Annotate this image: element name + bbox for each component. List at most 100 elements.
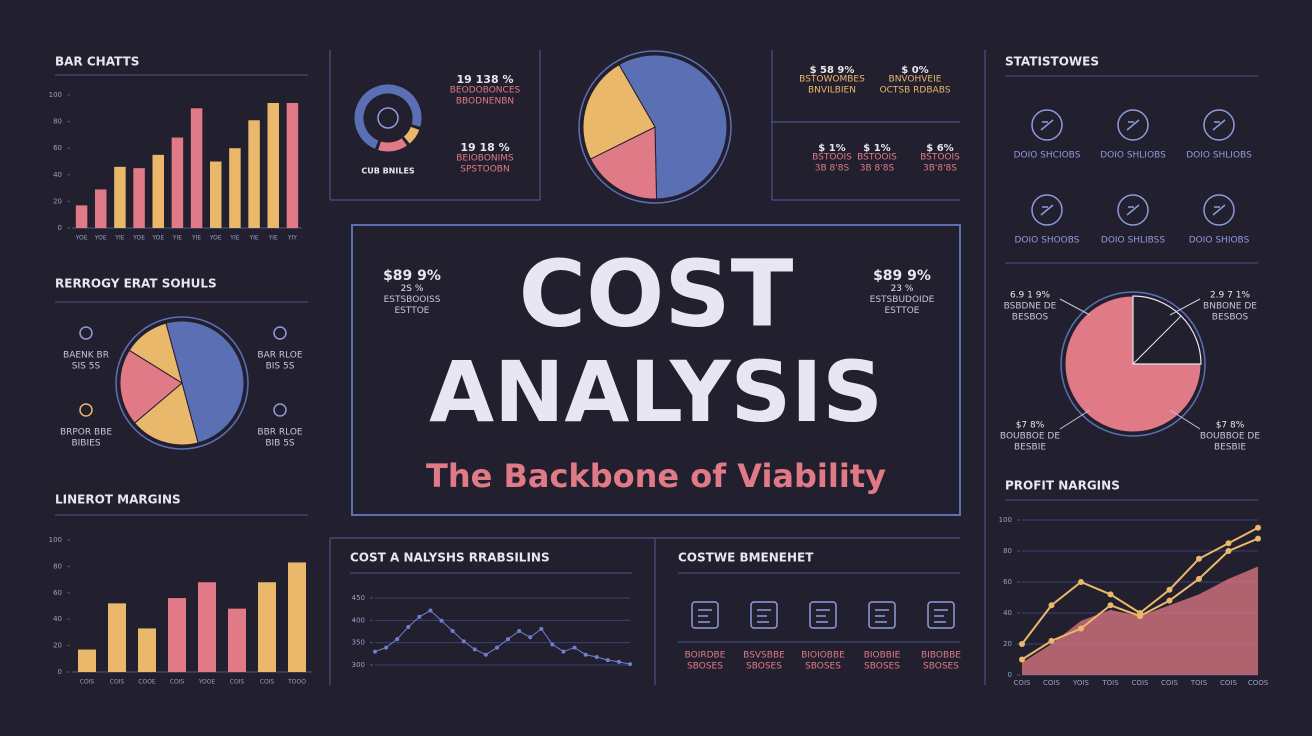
icon [691, 601, 719, 629]
y-tick-label: 60 [1003, 578, 1012, 586]
point [1078, 625, 1084, 632]
x-tick-label: YIE [191, 235, 201, 242]
element-text: BOIRDBE [685, 651, 726, 661]
stat-text: OCTSB RDBABS [880, 86, 951, 96]
point [628, 662, 632, 667]
x-tick-label: TOIS [1101, 679, 1119, 687]
annotation: 2.9 7 1% [1210, 291, 1250, 301]
y-tick-label: 100 [999, 516, 1012, 524]
x-tick-label: COIS [80, 679, 95, 686]
point [1196, 575, 1202, 582]
icon-glyph [816, 609, 830, 623]
element-text: SBOSES [864, 662, 900, 672]
annotation: BNBONE DE [1203, 302, 1257, 312]
x-tick-label: COIS [1014, 679, 1031, 687]
icon [809, 601, 837, 629]
icon-glyph [698, 609, 712, 623]
x-tick-label: COIS [1220, 679, 1237, 687]
point [594, 654, 599, 659]
icon [1203, 109, 1235, 141]
stat-text: BNVILBIEN [808, 86, 856, 96]
x-tick-label: YIE [268, 235, 278, 242]
point [605, 658, 610, 663]
leader [1169, 409, 1201, 430]
point [1225, 540, 1232, 547]
bar [248, 120, 260, 228]
annotation: BESBOS [1212, 313, 1249, 323]
slice [582, 63, 656, 160]
stat-text: DOIO SHLIOBS [1186, 151, 1252, 161]
element-text: SBOSES [805, 662, 841, 672]
icon [1031, 109, 1063, 141]
icon-glyph [1212, 119, 1226, 131]
annotation: BSBDNE DE [1004, 302, 1057, 312]
annotation: SIS 5S [72, 362, 101, 372]
x-tick-label: YOE [132, 235, 145, 242]
x-tick-label: TOOO [287, 679, 306, 686]
annotation: $7 8% [1216, 421, 1245, 431]
point [494, 645, 499, 650]
pie-outline [115, 316, 249, 450]
y-tick-label: 80 [53, 562, 62, 570]
icon-glyph [1126, 204, 1140, 216]
stat-text: DOIO SHLIOBS [1100, 151, 1166, 161]
icon-glyph [875, 609, 889, 623]
point [616, 659, 621, 664]
leader [1169, 298, 1201, 316]
icon-glyph [934, 609, 948, 623]
y-tick-label: 100 [49, 91, 62, 99]
stat-value: $89 9% [383, 268, 441, 284]
y-tick-label: 350 [352, 639, 365, 647]
pie-outline [1060, 291, 1206, 437]
point [428, 608, 433, 613]
icon [79, 326, 93, 340]
element-text: BIOIOBBE [801, 651, 845, 661]
icon [868, 601, 896, 629]
x-tick-label: YOIS [1072, 679, 1089, 687]
stat-text: 23 % [891, 284, 914, 294]
slice [133, 382, 199, 446]
x-tick-label: COIS [170, 679, 185, 686]
y-tick-label: 40 [1003, 609, 1012, 617]
x-tick-label: YIY [287, 235, 297, 242]
point [506, 637, 511, 642]
stat-value: 19 18 % [460, 141, 509, 154]
slice-diagonal [1132, 315, 1182, 365]
y-tick-label: 0 [58, 224, 62, 232]
point [561, 649, 566, 654]
icon [273, 326, 287, 340]
stat-value: $89 9% [873, 268, 931, 284]
chart-title: RERROGY ERAT SOHULS [55, 277, 217, 291]
point [1137, 613, 1143, 620]
y-tick-label: 0 [58, 668, 62, 676]
leader [1059, 409, 1091, 430]
point [1019, 641, 1025, 647]
bar [133, 168, 145, 228]
chart-title: PROFIT NARGINS [1005, 479, 1120, 493]
stat-text: BSTOOIS [857, 153, 897, 163]
element-text: SBOSES [746, 662, 782, 672]
icon [1031, 194, 1063, 226]
icon [1117, 194, 1149, 226]
x-tick-label: YOE [75, 235, 88, 242]
annotation: 6.9 1 9% [1010, 291, 1050, 301]
x-tick-label: YIE [114, 235, 124, 242]
y-tick-label: 20 [53, 642, 62, 650]
point [461, 639, 466, 644]
element-text: BIOBBIE [864, 651, 901, 661]
icon [273, 403, 287, 417]
point [450, 629, 455, 634]
bar [114, 166, 126, 228]
stat-text: 2S % [401, 284, 424, 294]
stat-text: ESTSBUDOIDE [870, 295, 935, 305]
stat-text: ESTTOE [884, 306, 919, 316]
x-tick-label: COIS [110, 679, 125, 686]
icon [750, 601, 778, 629]
x-tick-label: YOE [151, 235, 164, 242]
chart-title: COST A NALYSHS RRABSILINS [350, 551, 550, 565]
y-tick-label: 20 [53, 197, 62, 205]
stat-text: BBODNENBN [456, 96, 514, 106]
slice [376, 136, 409, 153]
annotation: BRPOR BBE [60, 428, 112, 438]
annotation: BESBIE [1214, 443, 1246, 453]
